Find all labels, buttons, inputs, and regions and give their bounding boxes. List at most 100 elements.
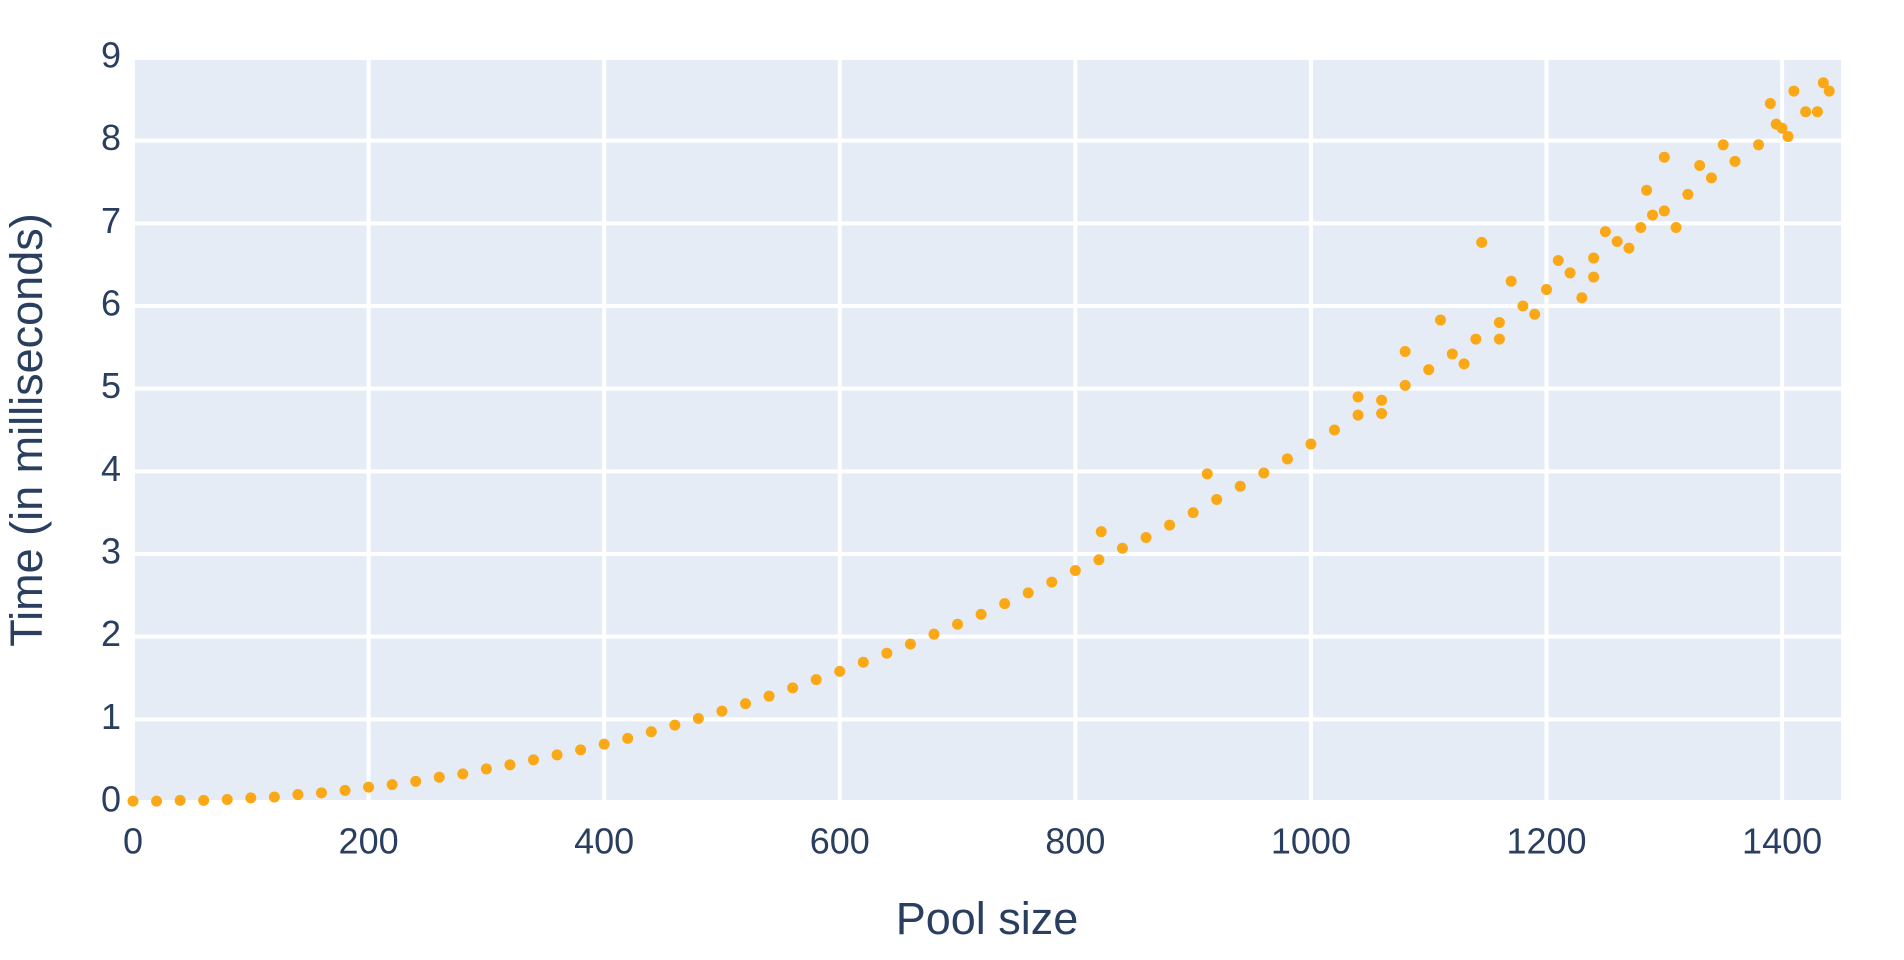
point: [1817, 77, 1829, 89]
y-tick-label: 8: [101, 117, 121, 158]
point: [1376, 407, 1388, 419]
point: [1588, 271, 1600, 283]
point: [1022, 587, 1034, 599]
point: [1435, 314, 1447, 326]
point: [1140, 531, 1152, 543]
point: [292, 789, 304, 801]
point: [1576, 292, 1588, 304]
point: [1305, 438, 1317, 450]
point: [386, 779, 398, 791]
point: [1116, 542, 1128, 554]
y-tick-label: 6: [101, 283, 121, 324]
point: [363, 781, 375, 793]
point: [1093, 554, 1105, 566]
point: [410, 775, 422, 787]
y-tick-label: 9: [101, 35, 121, 76]
point: [975, 608, 987, 620]
point: [1446, 348, 1458, 360]
point: [1069, 565, 1081, 577]
point: [1458, 358, 1470, 370]
y-axis-title: Time (in milliseconds): [1, 213, 52, 646]
y-tick-label: 1: [101, 696, 121, 737]
point: [787, 682, 799, 694]
point: [1493, 333, 1505, 345]
point: [1517, 300, 1529, 312]
point: [810, 674, 822, 686]
point: [928, 628, 940, 640]
point: [551, 749, 563, 761]
point: [598, 738, 610, 750]
point: [575, 744, 587, 756]
point: [1694, 159, 1706, 171]
point: [1611, 236, 1623, 248]
y-tick-label: 5: [101, 365, 121, 406]
point: [1399, 345, 1411, 357]
point: [268, 791, 280, 803]
point: [763, 690, 775, 702]
point: [1281, 453, 1293, 465]
point: [1682, 188, 1694, 200]
point: [1753, 139, 1765, 151]
point: [1476, 236, 1488, 248]
point: [504, 759, 516, 771]
point: [1599, 226, 1611, 238]
point: [1564, 267, 1576, 279]
point: [857, 656, 869, 668]
point: [1770, 118, 1782, 130]
point: [457, 768, 469, 780]
point: [527, 754, 539, 766]
point: [480, 763, 492, 775]
x-tick-label: 600: [810, 821, 870, 862]
x-tick-label: 1200: [1506, 821, 1586, 862]
point: [622, 732, 634, 744]
point: [1658, 151, 1670, 163]
point: [221, 794, 233, 806]
point: [1423, 364, 1435, 376]
point: [1376, 394, 1388, 406]
point: [1328, 424, 1340, 436]
point: [834, 665, 846, 677]
plot-background: [133, 58, 1841, 802]
point: [1800, 106, 1812, 118]
x-tick-label: 1000: [1271, 821, 1351, 862]
point: [1399, 379, 1411, 391]
point: [740, 698, 752, 710]
x-axis-title: Pool size: [896, 893, 1079, 944]
point: [339, 784, 351, 796]
point: [174, 794, 186, 806]
point: [1764, 97, 1776, 109]
point: [198, 794, 210, 806]
point: [1352, 391, 1364, 403]
point: [1623, 242, 1635, 254]
point: [1658, 205, 1670, 217]
point: [1670, 221, 1682, 233]
x-tick-label: 200: [339, 821, 399, 862]
y-tick-label: 0: [101, 779, 121, 820]
point: [1258, 467, 1270, 479]
point: [1588, 252, 1600, 264]
point: [1187, 507, 1199, 519]
point: [315, 787, 327, 799]
point: [1552, 255, 1564, 267]
point: [433, 771, 445, 783]
point: [1782, 131, 1794, 143]
point: [1541, 283, 1553, 295]
point: [1352, 409, 1364, 421]
point: [1729, 155, 1741, 167]
point: [245, 792, 257, 804]
point: [1811, 106, 1823, 118]
point: [1201, 468, 1213, 480]
point: [1470, 333, 1482, 345]
point: [881, 647, 893, 659]
x-tick-label: 0: [123, 821, 143, 862]
point: [645, 726, 657, 738]
point: [952, 618, 964, 630]
point: [1717, 139, 1729, 151]
point: [1529, 308, 1541, 320]
x-tick-label: 400: [574, 821, 634, 862]
point: [999, 598, 1011, 610]
x-tick-label: 1400: [1742, 821, 1822, 862]
point: [1095, 526, 1107, 538]
point: [1164, 519, 1176, 531]
